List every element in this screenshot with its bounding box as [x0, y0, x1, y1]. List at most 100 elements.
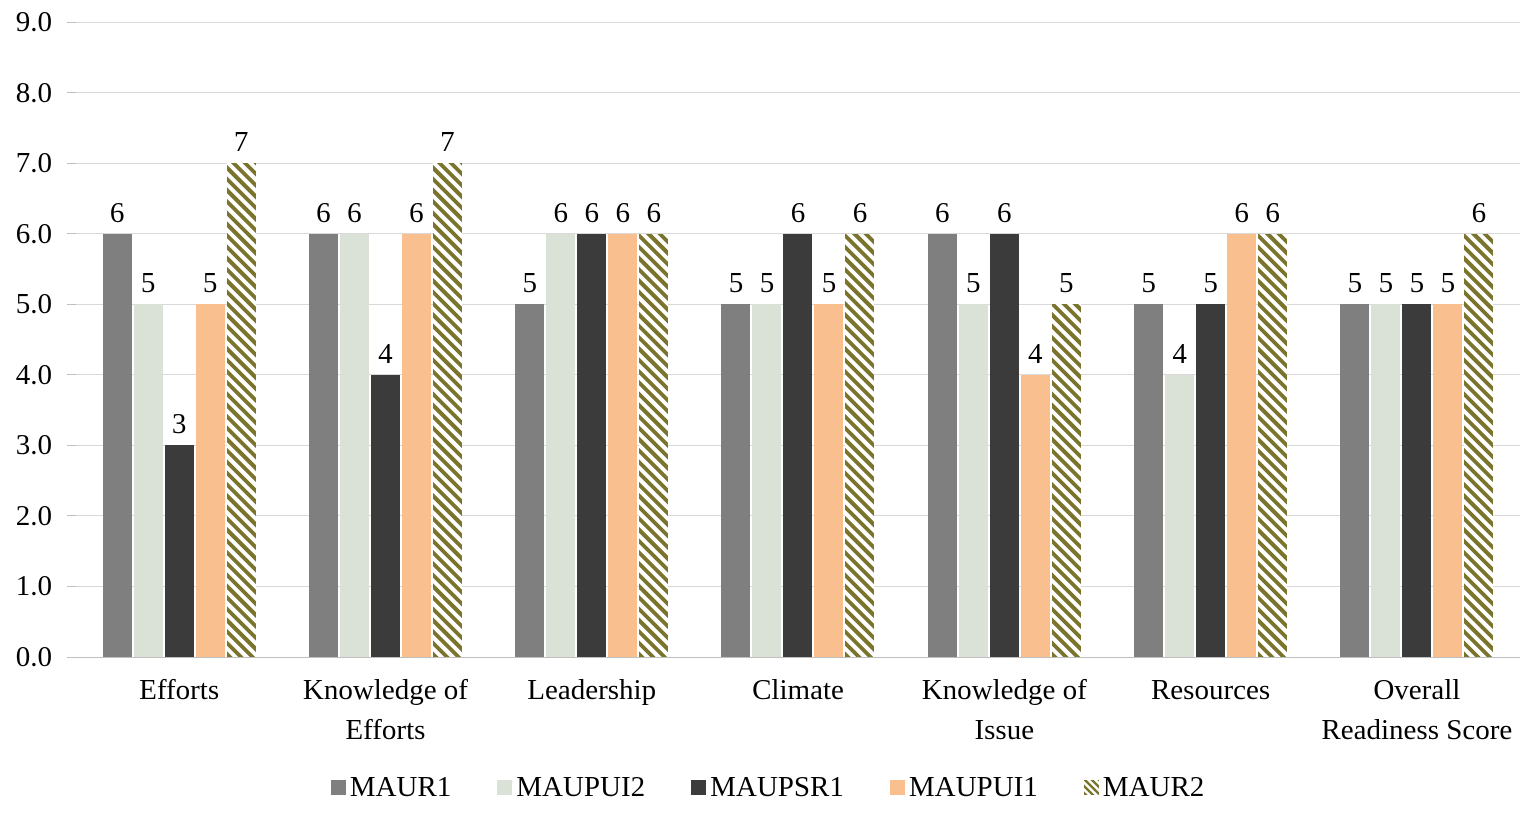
bar-maur2-6: 6 [1258, 198, 1288, 657]
y-axis-tick-label: 0.0 [15, 641, 52, 673]
legend-item-maupsr1: MAUPSR1 [691, 770, 844, 804]
legend-label: MAUPSR1 [710, 771, 844, 803]
legend-item-maupui1: MAUPUI1 [889, 770, 1038, 804]
bar-value-label: 7 [233, 126, 249, 159]
x-axis-line [76, 656, 1520, 658]
bar-value-label: 5 [759, 267, 775, 300]
bar-value-label: 3 [171, 408, 187, 441]
bar-maupsr1-2: 4 [370, 339, 400, 657]
y-axis-tick [67, 374, 76, 376]
bar-value-label: 5 [202, 267, 218, 300]
y-axis-tick [67, 444, 76, 446]
y-axis-tick-label: 1.0 [15, 570, 52, 603]
bar-maupsr1-7: 5 [1402, 268, 1432, 657]
bar-value-label: 4 [1028, 337, 1043, 370]
bar-maur2-3: 6 [639, 198, 669, 657]
legend-item-maur1: MAUR1 [330, 770, 451, 804]
bar-maur2-2: 7 [432, 127, 462, 657]
x-axis-category-label: Overall Readiness Score [1321, 674, 1513, 746]
legend-item-maupui2: MAUPUI2 [497, 770, 645, 804]
bar-maupui1-5: 4 [1020, 339, 1050, 657]
y-axis-tick [67, 585, 76, 587]
bar-maupsr1-1: 3 [164, 409, 194, 657]
bar-maupui2-6: 4 [1165, 339, 1195, 657]
legend-item-maur2: MAUR2 [1083, 770, 1205, 804]
x-axis-category-label: Knowledge of Efforts [302, 674, 468, 746]
bar-value-label: 5 [1141, 267, 1156, 300]
y-axis: 0.0 1.0 2.0 3.0 4.0 5.0 6.0 7.0 8.0 9.0 [0, 6, 56, 673]
bar-value-label: 6 [584, 196, 599, 229]
y-axis-tick-label: 3.0 [15, 429, 52, 462]
bar-maupui2-1: 5 [133, 268, 163, 657]
bar-maur1-3: 5 [515, 268, 545, 657]
bar-maur1-6: 5 [1134, 268, 1164, 657]
y-axis-tick-label: 9.0 [15, 6, 52, 38]
bar-value-label: 5 [1347, 267, 1363, 300]
x-axis: Efforts Knowledge of Efforts Leadership Cli… [76, 670, 1520, 760]
y-axis-tick-label: 2.0 [15, 499, 52, 532]
bar-maur1-1: 6 [102, 198, 132, 657]
bar-value-label: 5 [728, 267, 744, 300]
y-axis-tick [67, 515, 76, 517]
y-axis-tick-label: 6.0 [15, 217, 52, 250]
y-axis-tick [67, 92, 76, 94]
bar-value-label: 6 [935, 196, 950, 229]
bar-value-label: 5 [966, 267, 981, 300]
bar-value-label: 6 [347, 196, 362, 229]
bar-maupui2-2: 6 [339, 198, 369, 657]
bar-value-label: 6 [852, 196, 868, 229]
bar-group-knowledge-of-issue: 6 5 6 4 5 [901, 22, 1107, 657]
bar-maupui2-5: 5 [958, 268, 988, 657]
bar-maur2-4: 6 [845, 198, 875, 657]
bar-value-label: 6 [1471, 196, 1487, 229]
bar-value-label: 6 [646, 196, 661, 229]
legend-label: MAUR2 [1102, 771, 1205, 803]
bar-maupui2-7: 5 [1371, 268, 1401, 657]
x-axis-category-label: Climate [752, 674, 844, 706]
y-axis-tick-label: 5.0 [15, 288, 52, 321]
bar-maupui1-7: 5 [1433, 268, 1463, 657]
y-axis-tick [67, 233, 76, 235]
legend-swatch-maupui2 [497, 779, 513, 795]
bar-maur1-2: 6 [308, 198, 338, 657]
legend-label: MAUPUI2 [516, 771, 646, 803]
bar-group-efforts: 6 5 3 5 7 [76, 22, 282, 657]
bar-value-label: 5 [522, 267, 537, 300]
x-axis-category-label: Resources [1150, 674, 1271, 706]
bar-value-label: 7 [440, 126, 455, 159]
bar-maupui1-4: 5 [814, 268, 844, 657]
bar-maupui1-3: 6 [608, 198, 638, 657]
bar-value-label: 4 [1172, 337, 1187, 370]
bar-maupui1-2: 6 [401, 198, 431, 657]
bar-value-label: 5 [1059, 267, 1074, 300]
legend-swatch-maur1 [330, 779, 346, 795]
gridline [76, 162, 1520, 164]
bar-value-label: 5 [1409, 267, 1425, 300]
bar-value-label: 5 [140, 267, 156, 300]
bar-maupui1-6: 6 [1227, 198, 1257, 657]
gridline [76, 21, 1520, 23]
bar-value-label: 6 [409, 196, 424, 229]
bar-maupui2-3: 6 [546, 198, 576, 657]
bar-maur1-4: 5 [721, 268, 751, 657]
x-axis-category-label: Knowledge of Issue [921, 674, 1087, 746]
bar-value-label: 6 [790, 196, 806, 229]
y-axis-tick [67, 21, 76, 23]
bar-value-label: 6 [615, 196, 630, 229]
bar-value-label: 5 [821, 267, 837, 300]
y-axis-tick-label: 4.0 [15, 358, 52, 391]
bar-maur2-1: 7 [226, 127, 256, 657]
bar-maur1-5: 6 [927, 198, 957, 657]
y-axis-tick [67, 162, 76, 164]
bar-value-label: 5 [1440, 267, 1456, 300]
bar-value-label: 5 [1378, 267, 1394, 300]
bar-maur2-7: 6 [1464, 198, 1494, 657]
y-axis-tick [67, 656, 76, 658]
bar-value-label: 6 [553, 196, 568, 229]
legend-swatch-maur2 [1083, 779, 1099, 795]
